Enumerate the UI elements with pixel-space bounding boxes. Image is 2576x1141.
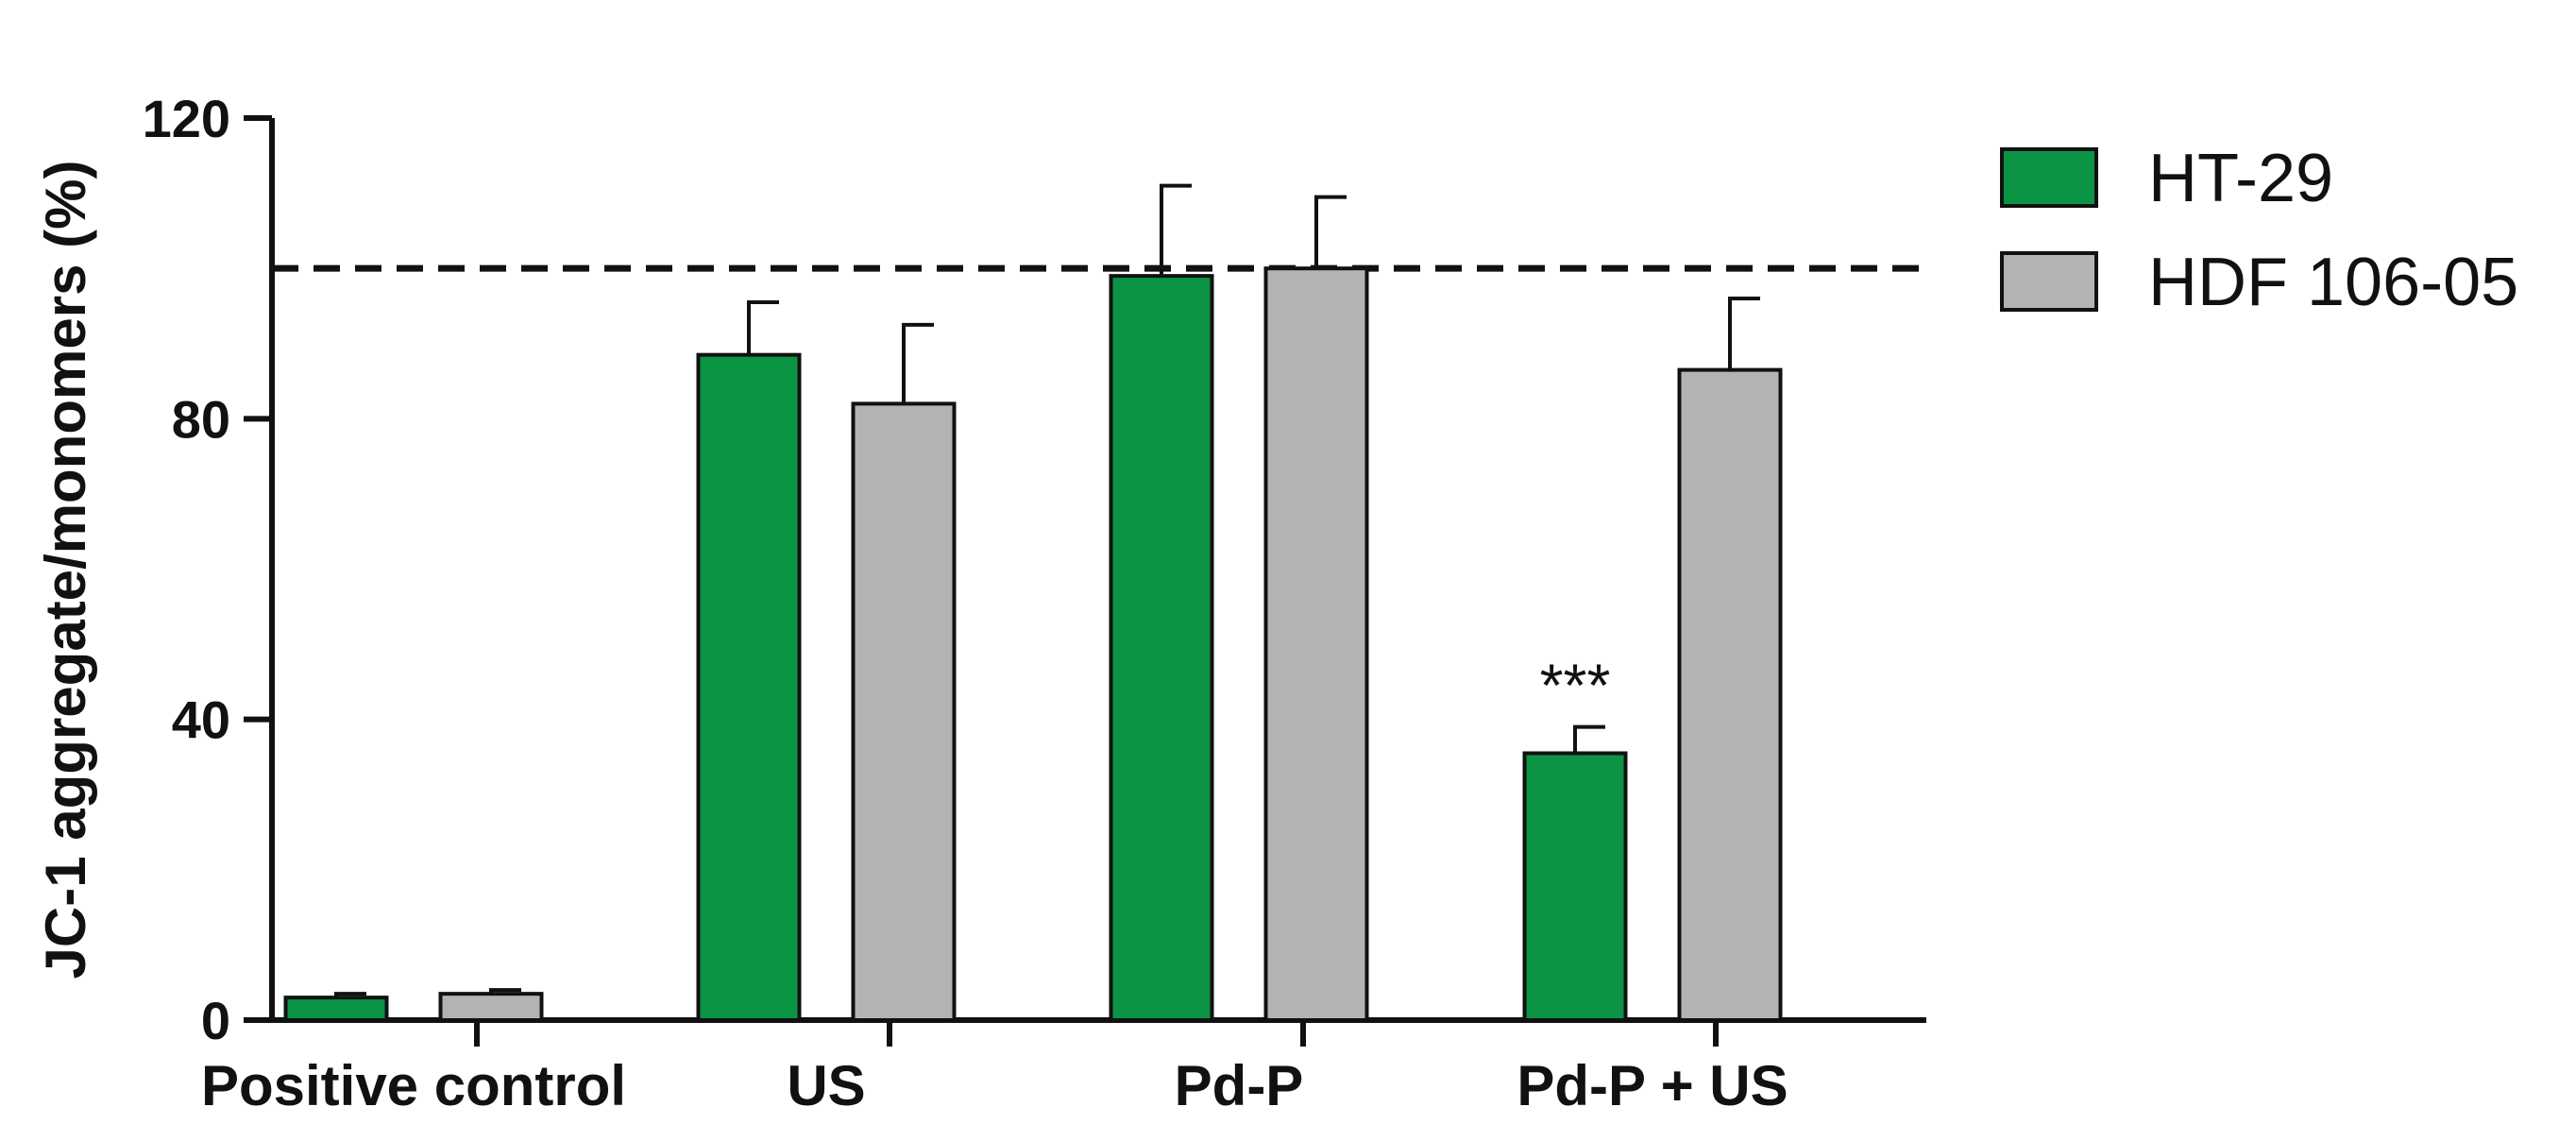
legend-label: HT-29 bbox=[2148, 141, 2333, 216]
x-tick-label: Pd-P + US bbox=[1517, 1054, 1788, 1117]
x-tick-label: US bbox=[787, 1054, 865, 1117]
legend-swatch bbox=[2000, 147, 2098, 208]
y-tick-label: 120 bbox=[143, 89, 230, 148]
annotations: *** bbox=[1540, 652, 1611, 720]
bar bbox=[1677, 367, 1783, 1022]
y-tick-label: 80 bbox=[172, 389, 230, 449]
x-tick-label: Pd-P bbox=[1175, 1054, 1304, 1117]
legend-swatch bbox=[2000, 251, 2098, 312]
y-ticks: 0 40 80 120 bbox=[143, 89, 272, 1050]
bar bbox=[696, 352, 802, 1022]
bars bbox=[283, 183, 1783, 1023]
legend: HT-29 HDF 106-05 bbox=[2000, 141, 2518, 320]
y-tick-label: 0 bbox=[201, 991, 230, 1050]
bar bbox=[1522, 751, 1628, 1023]
bar bbox=[1263, 266, 1369, 1022]
bar bbox=[438, 992, 544, 1023]
y-axis-title: JC-1 aggregate/monomers (%) bbox=[34, 161, 97, 979]
legend-label: HDF 106-05 bbox=[2148, 245, 2518, 320]
bar bbox=[851, 401, 957, 1022]
significance-annotation: *** bbox=[1540, 652, 1611, 720]
x-ticks: Positive control US Pd-P Pd-P + US bbox=[201, 1020, 1788, 1117]
bar bbox=[283, 996, 389, 1022]
x-tick-label: Positive control bbox=[201, 1054, 626, 1117]
bar bbox=[1109, 274, 1214, 1022]
y-tick-label: 40 bbox=[172, 690, 230, 750]
